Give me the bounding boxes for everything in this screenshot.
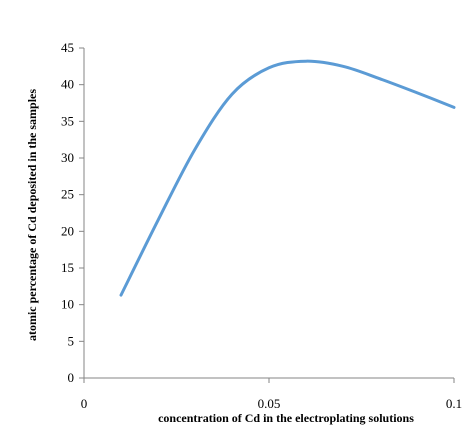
y-tick-label: 45 bbox=[61, 40, 74, 55]
y-tick-label: 15 bbox=[61, 260, 74, 275]
y-tick-label: 35 bbox=[61, 113, 74, 128]
y-tick-label: 40 bbox=[61, 77, 74, 92]
y-tick-label: 25 bbox=[61, 187, 74, 202]
data-point bbox=[453, 106, 455, 108]
x-tick-label: 0.05 bbox=[258, 396, 281, 411]
data-point bbox=[231, 93, 233, 95]
x-axis-title: concentration of Cd in the electroplatin… bbox=[158, 411, 414, 425]
y-tick-label: 10 bbox=[61, 297, 74, 312]
y-tick-label: 0 bbox=[68, 370, 75, 385]
x-tick-label: 0.1 bbox=[446, 396, 462, 411]
y-axis: 0 5 10 15 20 25 30 35 40 45 bbox=[61, 40, 85, 385]
data-point bbox=[120, 294, 122, 296]
y-tick-label: 20 bbox=[61, 223, 74, 238]
data-point bbox=[342, 65, 344, 67]
data-point bbox=[305, 60, 307, 62]
data-point bbox=[379, 78, 381, 80]
x-axis: 0 0.05 0.1 bbox=[81, 377, 462, 411]
data-point bbox=[268, 67, 270, 69]
data-point bbox=[157, 219, 159, 221]
data-point bbox=[416, 92, 418, 94]
series-line bbox=[119, 59, 456, 297]
series-layer bbox=[119, 59, 456, 297]
x-tick-label: 0 bbox=[81, 396, 88, 411]
y-axis-title: atomic percentage of Cd deposited in the… bbox=[25, 89, 39, 341]
data-point bbox=[194, 148, 196, 150]
y-tick-label: 5 bbox=[68, 333, 75, 348]
y-tick-label: 30 bbox=[61, 150, 74, 165]
